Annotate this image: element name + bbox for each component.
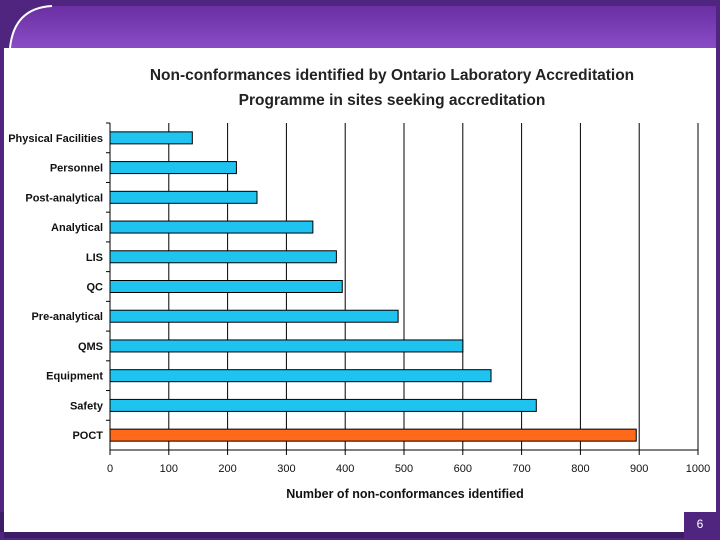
slide-number: 6 [696, 517, 704, 531]
chart-title-line-1: Non-conformances identified by Ontario L… [150, 67, 634, 84]
category-label-equipment: Equipment [46, 371, 103, 383]
bar-personnel [109, 161, 237, 175]
x-tick-label-100: 100 [160, 463, 178, 475]
category-label-pre-analytical: Pre-analytical [31, 311, 103, 323]
chart-title-line-2: Programme in sites seeking accreditation [239, 92, 546, 109]
category-label-qc: QC [87, 282, 104, 294]
x-tick-label-200: 200 [218, 463, 236, 475]
x-axis-label: Number of non-conformances identified [286, 487, 524, 501]
x-tick-label-0: 0 [107, 463, 113, 475]
category-label-safety: Safety [70, 400, 104, 412]
x-tick-label-600: 600 [454, 463, 472, 475]
bar-physical-facilities [109, 131, 193, 145]
category-label-qms: QMS [78, 341, 103, 353]
x-tick-label-500: 500 [395, 463, 413, 475]
category-label-poct: POCT [72, 430, 103, 442]
bar-safety [109, 398, 537, 412]
x-tick-label-400: 400 [336, 463, 354, 475]
bar-equipment [109, 369, 492, 383]
category-label-lis: LIS [86, 252, 103, 264]
category-label-physical-facilities: Physical Facilities [8, 133, 103, 145]
bar-qc [109, 280, 343, 293]
bar-post-analytical [109, 190, 258, 204]
bars [109, 131, 637, 442]
header-band [10, 6, 716, 48]
bar-poct [109, 428, 637, 442]
category-label-personnel: Personnel [50, 163, 103, 175]
x-tick-label-800: 800 [571, 463, 589, 475]
category-label-analytical: Analytical [51, 222, 103, 234]
x-tick-label-900: 900 [630, 463, 648, 475]
category-labels: Physical Facilities Personnel Post-analyti… [8, 133, 104, 442]
bar-pre-analytical [109, 309, 399, 323]
x-tick-label-300: 300 [277, 463, 295, 475]
x-tick-labels: 0 100 200 300 400 500 600 700 800 900 1000 [107, 463, 710, 475]
bar-qms [109, 339, 464, 353]
x-tick-label-1000: 1000 [686, 463, 710, 475]
category-label-post-analytical: Post-analytical [25, 192, 103, 204]
bar-analytical [109, 220, 314, 234]
bar-lis [109, 250, 337, 264]
x-tick-label-700: 700 [512, 463, 530, 475]
